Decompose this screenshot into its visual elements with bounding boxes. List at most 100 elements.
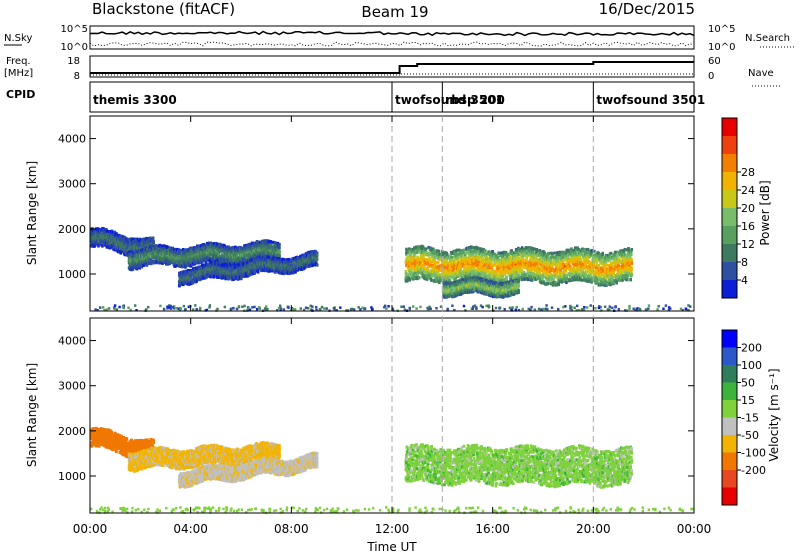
- echo-cell: [208, 253, 211, 257]
- echo-cell: [149, 257, 153, 261]
- echo-cell: [245, 254, 249, 258]
- echo-cell: [103, 238, 107, 242]
- echo-cell: [164, 248, 168, 252]
- echo-cell: [278, 254, 281, 258]
- noise-search-label: N.Search: [745, 33, 790, 44]
- freq-panel: Freq. [MHz] 18 8 60 0 Nave: [4, 55, 780, 87]
- echo-cell: [424, 247, 428, 251]
- echo-cell: [249, 242, 252, 246]
- echo-cell: [92, 232, 96, 236]
- echo-cell: [131, 267, 135, 271]
- echo-cell: [178, 284, 181, 288]
- echo-cell: [144, 251, 148, 255]
- echo-cell: [160, 257, 163, 261]
- echo-cell: [194, 273, 197, 277]
- echo-cell: [96, 241, 99, 244]
- echo-cell: [206, 243, 209, 247]
- echo-cell: [253, 249, 256, 253]
- echo-cell: [133, 250, 137, 254]
- echo-cell: [153, 250, 157, 254]
- echo-cell: [267, 249, 271, 253]
- echo-cell: [252, 244, 256, 248]
- echo-cell: [273, 245, 276, 249]
- echo-cell: [185, 251, 189, 255]
- echo-cell: [113, 248, 116, 252]
- echo-cell: [428, 253, 432, 256]
- echo-cell: [278, 250, 281, 254]
- echo-cell: [218, 242, 222, 246]
- echo-cell: [137, 249, 140, 253]
- echo-cell: [254, 255, 257, 259]
- echo-cell: [244, 243, 248, 247]
- echo-cell: [192, 251, 195, 255]
- echo-cell: [111, 232, 115, 236]
- nave-line: [90, 73, 694, 76]
- echo-cell: [315, 253, 319, 257]
- echo-cell: [147, 239, 151, 242]
- echo-cell: [263, 244, 266, 248]
- echo-cell: [163, 256, 166, 260]
- echo-cell: [437, 249, 441, 253]
- echo-cell: [264, 240, 268, 244]
- cpid-mode-3: twofsound 3501: [596, 93, 705, 107]
- echo-cell: [151, 256, 155, 260]
- cpid-label: CPID: [6, 88, 35, 101]
- noise-left-tick-high: 10^5: [61, 24, 88, 35]
- echo-cell: [134, 254, 138, 258]
- noise-left-tick-low: 10^0: [61, 42, 88, 53]
- echo-cell: [189, 256, 192, 260]
- echo-cell: [163, 244, 166, 248]
- echo-cell: [113, 234, 117, 238]
- echo-cell: [95, 237, 98, 241]
- echo-cell: [130, 250, 133, 254]
- echo-cell: [243, 246, 246, 250]
- echo-cell: [315, 263, 319, 267]
- echo-cell: [250, 255, 253, 259]
- echo-cell: [141, 257, 145, 261]
- echo-cell: [191, 281, 195, 285]
- date-title: 16/Dec/2015: [599, 0, 695, 18]
- echo-cell: [179, 248, 182, 252]
- echo-cell: [119, 250, 123, 254]
- echo-cell: [214, 249, 217, 253]
- echo-cell: [211, 257, 214, 261]
- echo-cell: [173, 253, 176, 257]
- echo-cell: [111, 231, 115, 235]
- echo-cell: [214, 252, 217, 256]
- echo-cell: [197, 248, 200, 252]
- echo-cell: [137, 241, 140, 245]
- echo-cell: [206, 242, 209, 245]
- echo-cell: [101, 244, 104, 248]
- echo-cell: [113, 244, 116, 248]
- echo-cell: [199, 265, 203, 268]
- echo-cell: [175, 258, 178, 262]
- echo-cell: [137, 263, 140, 266]
- echo-cell: [150, 242, 154, 246]
- freq-tick-high: 18: [67, 56, 80, 67]
- echo-cell: [178, 250, 182, 254]
- echo-cell: [146, 250, 150, 253]
- echo-cell: [195, 261, 198, 265]
- echo-cell: [210, 243, 213, 247]
- echo-cell: [269, 243, 273, 247]
- echo-cell: [204, 246, 208, 250]
- echo-cell: [142, 259, 146, 263]
- cpid-mode-1: twofsound 3501: [395, 93, 504, 107]
- echo-cell: [272, 240, 275, 244]
- echo-cell: [147, 248, 151, 252]
- echo-cell: [137, 244, 140, 248]
- echo-cell: [202, 243, 206, 247]
- echo-cell: [259, 251, 263, 255]
- echo-cell: [125, 252, 128, 256]
- echo-cell: [129, 240, 133, 244]
- echo-cell: [115, 232, 118, 236]
- noise-sky-line: [89, 30, 695, 37]
- freq-tick-low: 8: [74, 71, 80, 82]
- echo-cell: [416, 255, 419, 259]
- echo-cell: [199, 272, 203, 276]
- echo-cell: [157, 261, 160, 265]
- noise-right-tick-high: 10^5: [708, 24, 735, 35]
- echo-cell: [217, 254, 221, 258]
